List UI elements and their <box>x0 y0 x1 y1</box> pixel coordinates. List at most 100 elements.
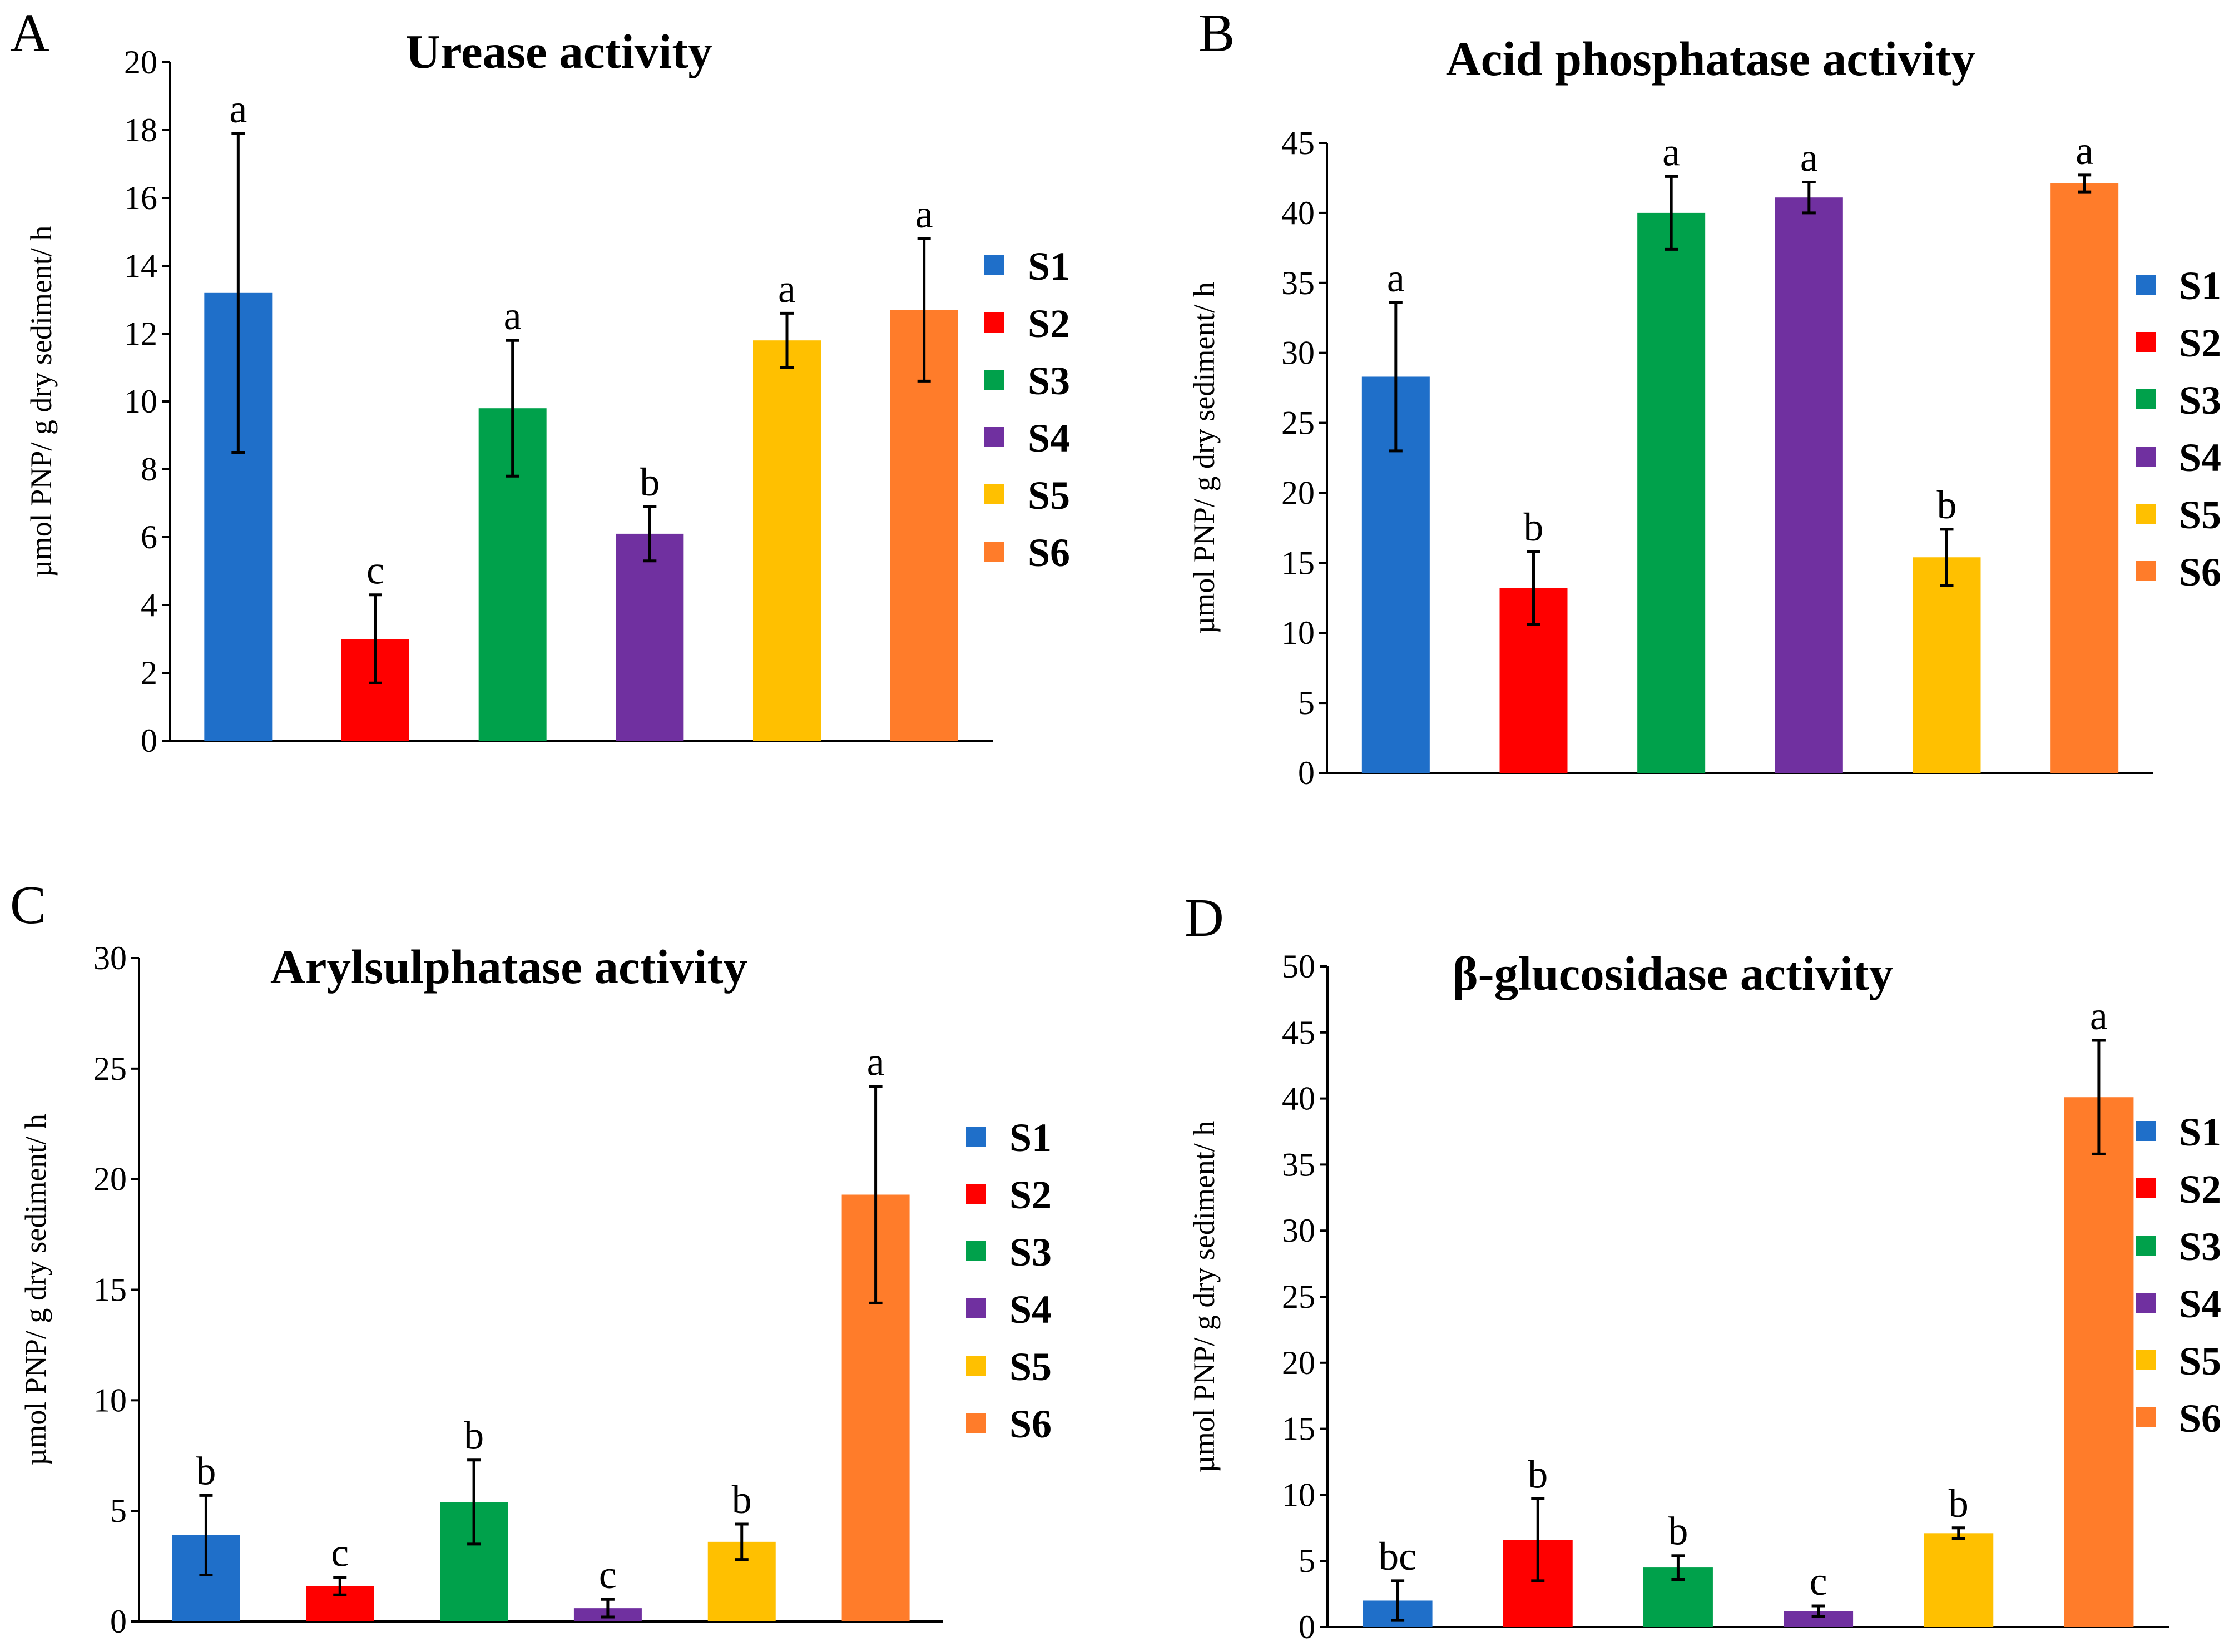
y-tick-label: 15 <box>93 1272 127 1308</box>
y-tick-label: 10 <box>1282 1476 1315 1513</box>
bar-s5 <box>753 340 821 741</box>
y-tick-label: 30 <box>1281 335 1315 371</box>
y-tick-label: 10 <box>124 383 157 420</box>
y-tick-label: 10 <box>93 1382 127 1418</box>
y-tick-label: 5 <box>1298 684 1315 721</box>
bar-s5 <box>1913 557 1981 773</box>
significance-letter: b <box>1937 483 1957 527</box>
y-tick-label: 40 <box>1281 195 1315 231</box>
chart-panel-d: Dβ-glucosidase activity µmol PNP/ g dry s… <box>1185 888 2221 1645</box>
chart-title: Acid phosphatase activity <box>1446 32 1975 86</box>
bar-s6 <box>2050 183 2119 773</box>
legend-swatch <box>966 1184 986 1204</box>
significance-letter: a <box>1662 130 1680 174</box>
y-tick-label: 20 <box>93 1161 127 1198</box>
y-tick-label: 2 <box>141 654 157 691</box>
significance-letter: c <box>1810 1559 1827 1604</box>
significance-letter: b <box>196 1448 216 1493</box>
y-tick-label: 25 <box>1281 405 1315 441</box>
y-tick-label: 4 <box>141 587 157 623</box>
legend-swatch <box>966 1356 986 1376</box>
legend-swatch <box>984 484 1004 504</box>
y-tick-label: 35 <box>1282 1146 1315 1183</box>
y-axis-label: µmol PNP/ g dry sediment/ h <box>1187 1121 1221 1473</box>
significance-letter: c <box>331 1530 349 1575</box>
significance-letter: b <box>1524 505 1544 549</box>
chart-title: β-glucosidase activity <box>1453 946 1894 1000</box>
y-tick-label: 30 <box>93 940 127 976</box>
chart-title: Urease activity <box>405 24 712 78</box>
y-tick-label: 14 <box>124 247 157 284</box>
y-tick-label: 5 <box>1299 1542 1315 1579</box>
legend-swatch <box>984 255 1004 275</box>
significance-letter: b <box>464 1413 484 1458</box>
significance-letter: c <box>599 1552 617 1597</box>
legend-label: S4 <box>2179 435 2221 480</box>
y-tick-label: 25 <box>93 1050 127 1087</box>
significance-letter: b <box>1949 1481 1969 1526</box>
legend-swatch <box>984 312 1004 333</box>
legend-label: S4 <box>1028 416 1070 460</box>
y-tick-label: 25 <box>1282 1278 1315 1315</box>
y-tick-label: 20 <box>1282 1345 1315 1381</box>
y-tick-label: 18 <box>124 112 157 148</box>
chart-panel-b: B Acid phosphatase activity µmol PNP/ g dr… <box>1187 3 2221 791</box>
y-tick-label: 5 <box>110 1492 127 1529</box>
legend-label: S5 <box>1009 1345 1052 1389</box>
y-tick-label: 6 <box>141 519 157 555</box>
significance-letter: bc <box>1379 1534 1416 1579</box>
y-tick-label: 12 <box>124 315 157 352</box>
legend-swatch <box>966 1127 986 1147</box>
legend-label: S1 <box>1009 1115 1052 1160</box>
legend-label: S3 <box>2179 1224 2221 1269</box>
legend-label: S1 <box>1028 244 1070 289</box>
legend-label: S3 <box>1009 1230 1052 1274</box>
legend-label: S6 <box>1028 530 1070 575</box>
legend-swatch <box>2136 504 2156 524</box>
bar-s3 <box>1637 212 1706 773</box>
legend-swatch <box>984 370 1004 390</box>
significance-letter: a <box>778 266 796 311</box>
legend-label: S6 <box>2179 550 2221 594</box>
panel-letter: D <box>1185 888 1224 948</box>
legend-swatch <box>966 1241 986 1261</box>
y-tick-label: 20 <box>1281 474 1315 511</box>
legend-label: S5 <box>2179 493 2221 537</box>
significance-letter: a <box>1800 135 1818 180</box>
legend-swatch <box>2136 1121 2156 1141</box>
legend-label: S3 <box>1028 359 1070 403</box>
y-tick-label: 16 <box>124 180 157 216</box>
y-tick-label: 45 <box>1282 1014 1315 1051</box>
legend-label: S5 <box>2179 1339 2221 1383</box>
significance-letter: c <box>366 548 384 593</box>
legend-swatch <box>2136 389 2156 409</box>
significance-letter: a <box>867 1040 885 1084</box>
legend-label: S6 <box>1009 1402 1052 1446</box>
legend-swatch <box>2136 332 2156 352</box>
legend-swatch <box>2136 1407 2156 1427</box>
y-tick-label: 15 <box>1281 544 1315 581</box>
legend-swatch <box>984 427 1004 447</box>
legend-label: S5 <box>1028 473 1070 518</box>
y-tick-label: 35 <box>1281 265 1315 301</box>
y-tick-label: 8 <box>141 451 157 488</box>
y-tick-label: 30 <box>1282 1212 1315 1249</box>
panel-letter: B <box>1198 3 1235 63</box>
legend-label: S2 <box>1028 301 1070 346</box>
y-tick-label: 20 <box>124 44 157 81</box>
y-tick-label: 0 <box>110 1603 127 1640</box>
legend-swatch <box>2136 1178 2156 1198</box>
legend-swatch <box>2136 561 2156 581</box>
legend-swatch <box>966 1413 986 1433</box>
legend-label: S6 <box>2179 1396 2221 1441</box>
significance-letter: b <box>1668 1509 1688 1554</box>
panel-letter: A <box>10 3 49 63</box>
legend-swatch <box>2136 1236 2156 1256</box>
legend-swatch <box>984 542 1004 562</box>
legend-label: S2 <box>1009 1173 1052 1217</box>
legend-label: S2 <box>2179 1167 2221 1212</box>
legend-swatch <box>2136 275 2156 295</box>
y-tick-label: 15 <box>1282 1411 1315 1447</box>
significance-letter: a <box>229 87 247 131</box>
